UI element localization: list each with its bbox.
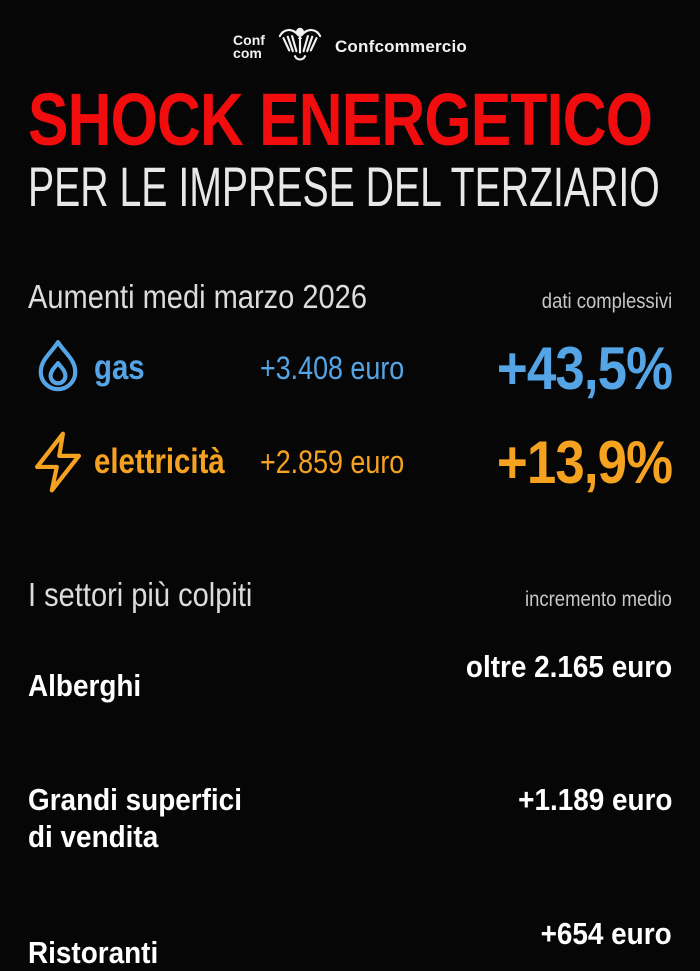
energy-row-electricity: elettricità +2.859 euro +13,9%: [28, 428, 673, 496]
sector-value-restaurants: +654 euro: [540, 916, 672, 951]
energy-label-electricity: elettricità: [94, 442, 225, 481]
sectors-section-heading: I settori più colpiti: [28, 576, 253, 613]
infographic-page: Conf com Confco: [28, 0, 673, 970]
sector-value-hotels: oltre 2.165 euro: [465, 649, 672, 684]
energy-label-gas: gas: [94, 348, 145, 387]
energy-percent-electricity: +13,9%: [496, 428, 673, 496]
energy-row-gas: gas +3.408 euro +43,5%: [28, 334, 673, 402]
sector-label-retail: Grandi superfici di vendita: [28, 782, 242, 854]
confcom-logo-line2: com: [233, 45, 262, 61]
eagle-icon: [277, 26, 323, 68]
page-subtitle-text: PER LE IMPRESE DEL TERZIARIO: [28, 155, 660, 218]
energy-section-right-label: dati complessivi: [541, 290, 672, 313]
sectors-section-head: I settori più colpiti incremento medio: [28, 576, 672, 614]
flame-icon: [28, 335, 94, 401]
sector-value-retail: +1.189 euro: [517, 781, 672, 817]
sector-label-restaurants: Ristoranti: [28, 935, 159, 970]
sector-row-hotels: Alberghi oltre 2.165 euro: [28, 630, 672, 704]
confcom-logo-text: Conf com: [233, 31, 265, 61]
confcom-logo-line1: Conf: [233, 31, 265, 48]
energy-percent-gas: +43,5%: [496, 334, 673, 402]
brand-name: Confcommercio: [334, 37, 467, 56]
energy-section-heading: Aumenti medi marzo 2026: [28, 278, 367, 315]
sector-label-hotels: Alberghi: [28, 668, 142, 703]
sectors-section-right-label: incremento medio: [525, 588, 672, 611]
sector-row-retail: Grandi superfici di vendita +1.189 euro: [28, 744, 672, 855]
page-subtitle: PER LE IMPRESE DEL TERZIARIO: [28, 155, 672, 218]
energy-amount-electricity: +2.859 euro: [260, 443, 405, 480]
energy-amount-gas: +3.408 euro: [260, 349, 405, 386]
page-title-text: SHOCK ENERGETICO: [28, 78, 653, 161]
sector-row-restaurants: Ristoranti +654 euro: [28, 897, 672, 971]
logo-header: Conf com Confco: [28, 0, 672, 70]
page-title: SHOCK ENERGETICO: [28, 78, 672, 161]
energy-section-head: Aumenti medi marzo 2026 dati complessivi: [28, 278, 672, 316]
lightning-icon: [28, 429, 94, 495]
